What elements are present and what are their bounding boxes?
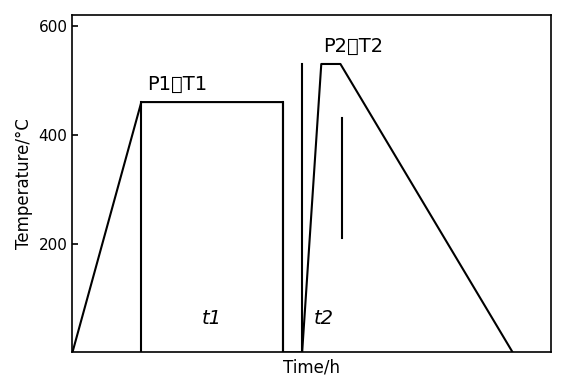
Text: P2、T2: P2、T2 [323,37,383,56]
X-axis label: Time/h: Time/h [283,358,340,376]
Text: t1: t1 [202,309,222,328]
Text: t2: t2 [314,309,333,328]
Y-axis label: Temperature/°C: Temperature/°C [15,118,33,249]
Text: P1、T1: P1、T1 [147,75,207,94]
